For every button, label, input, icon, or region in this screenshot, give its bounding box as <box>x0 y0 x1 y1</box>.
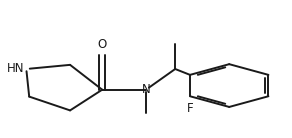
Text: O: O <box>98 38 107 51</box>
Text: HN: HN <box>7 63 25 75</box>
Text: N: N <box>142 83 150 96</box>
Text: F: F <box>187 102 193 115</box>
